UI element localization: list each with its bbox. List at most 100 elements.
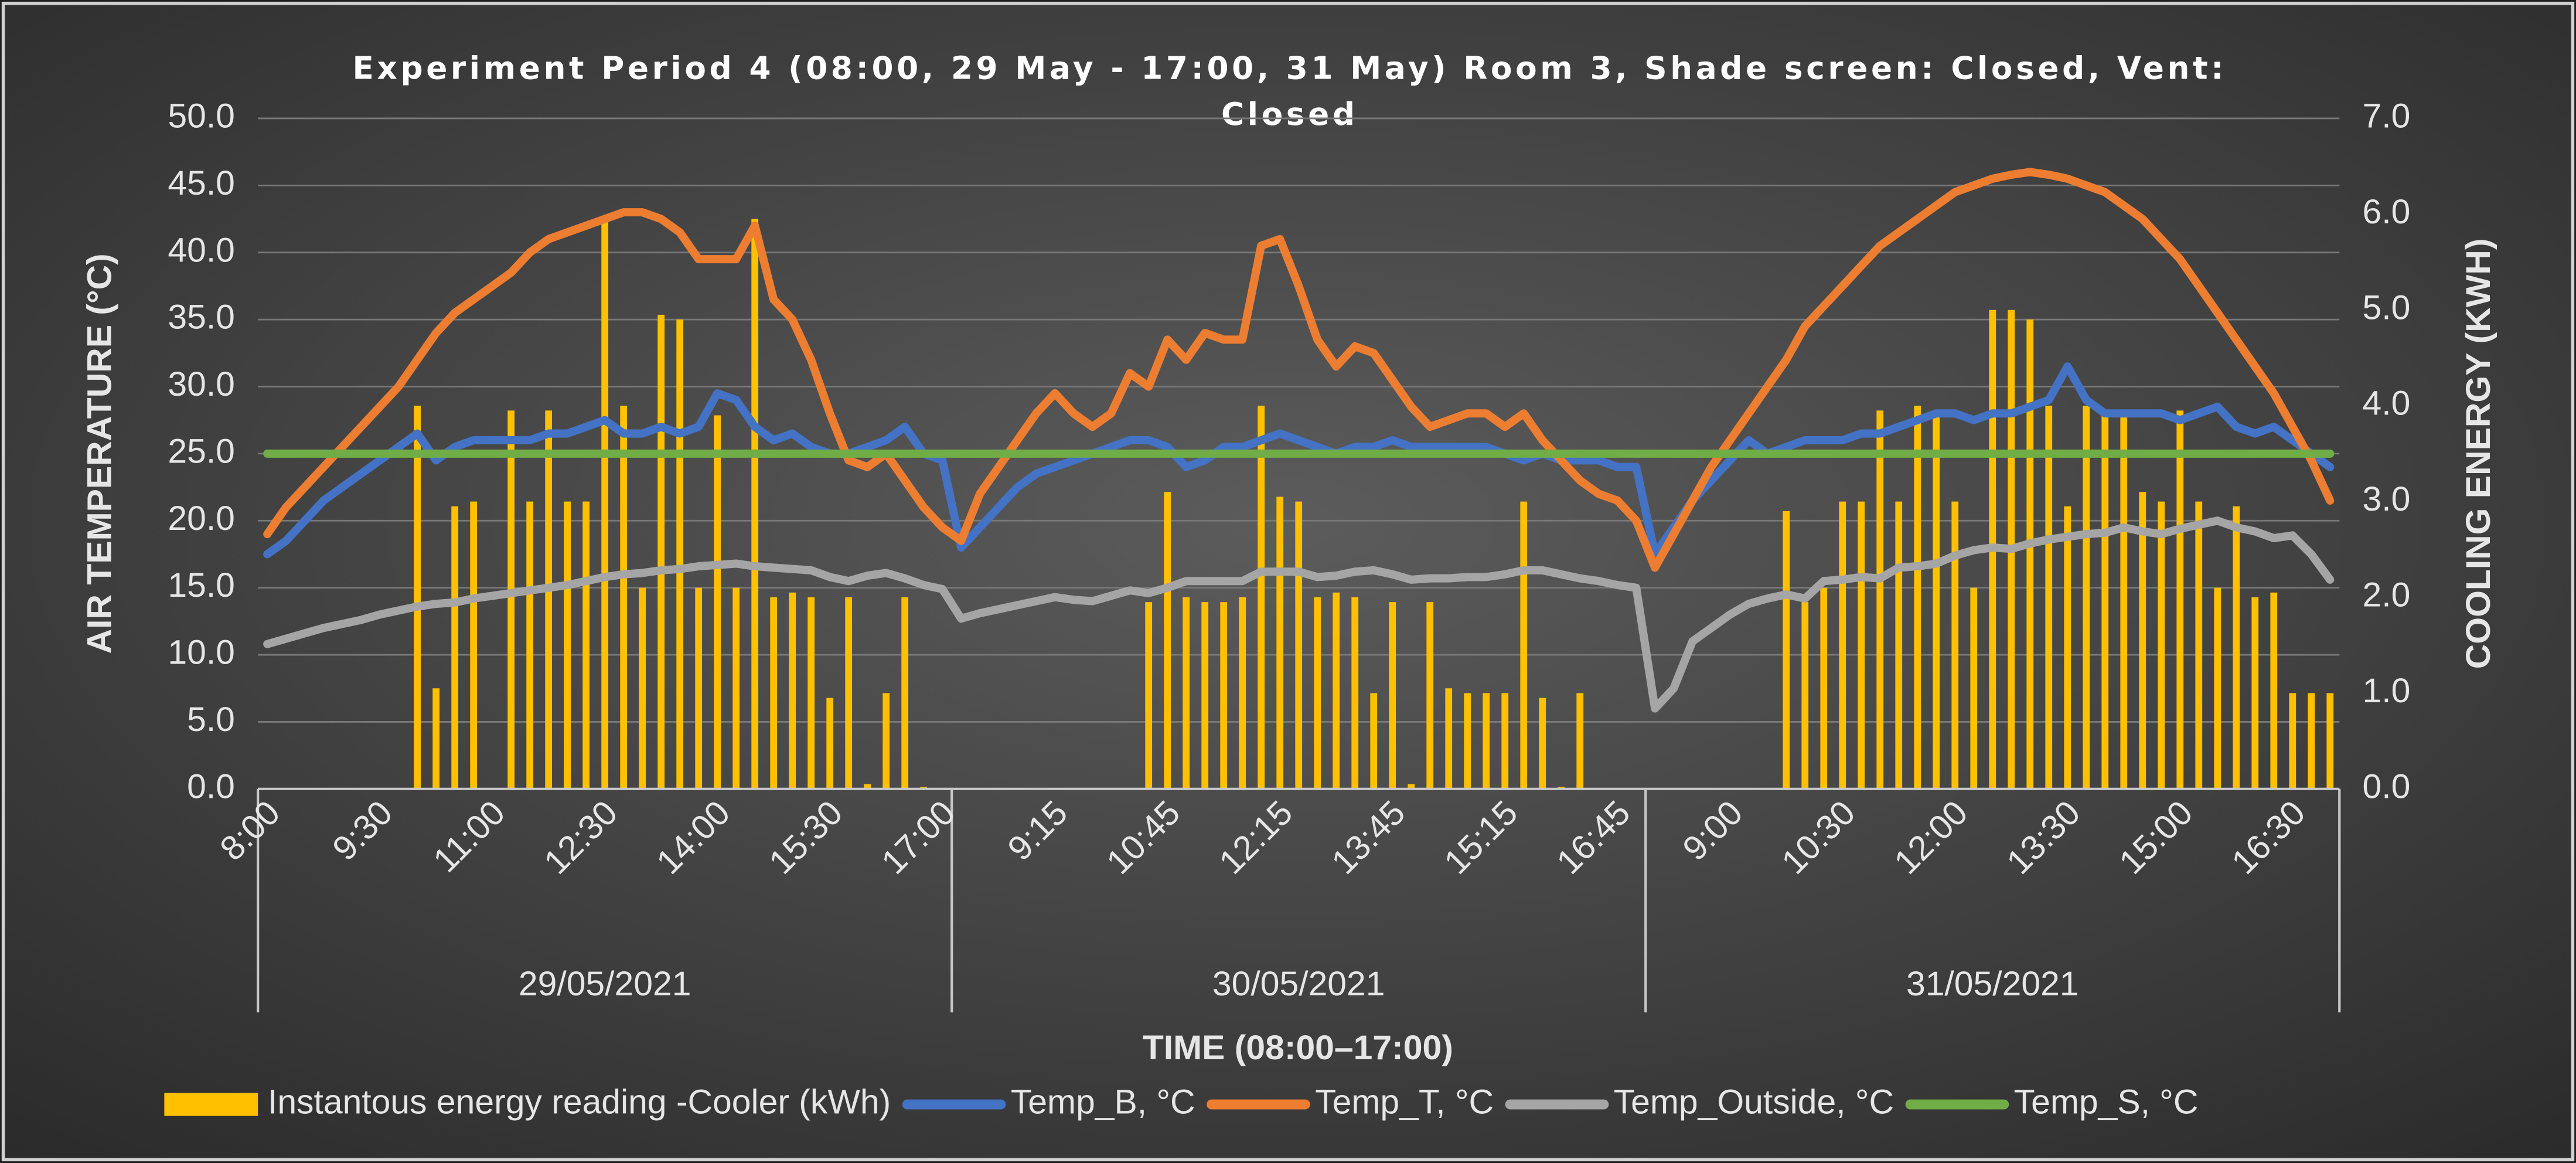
bar [2233,506,2240,789]
bar [1576,693,1584,789]
bar [1333,592,1340,789]
bar [901,597,909,789]
bar [882,693,890,789]
bar [1445,688,1453,789]
bar [1314,597,1321,789]
bar [545,410,553,789]
bar [1183,597,1190,789]
bar [770,597,778,789]
y-axis-title: AIR TEMPERATURE (°C) [80,253,118,654]
y-tick-label: 20.0 [168,499,235,538]
bar [2158,501,2165,789]
bar [432,688,440,789]
bar [2101,410,2109,789]
bar [1258,406,1265,789]
bar [1389,602,1396,789]
y2-tick-label: 1.0 [2363,672,2411,710]
bar [1783,511,1790,789]
y2-tick-label: 4.0 [2363,385,2411,423]
bar [826,698,834,789]
legend-label: Temp_B, °C [1011,1083,1195,1121]
bar [864,784,871,789]
bar [695,587,703,789]
y-tick-label: 40.0 [168,231,235,269]
bar [451,506,459,789]
bar [1501,693,1509,789]
bar [1351,597,1359,789]
bar [1295,501,1303,789]
line-series [263,362,2335,559]
bar [1876,410,1884,789]
bar [2270,592,2278,789]
bar [507,410,515,789]
bar [1933,410,1940,789]
bar [1426,602,1434,789]
bar [1839,501,1846,789]
bar [1464,693,1471,789]
bar [789,592,796,789]
bar [1951,501,1959,789]
y-tick-label: 30.0 [168,365,235,403]
y-tick-label: 0.0 [187,767,235,805]
bar [1858,501,1865,789]
bar [2026,319,2034,789]
bar [582,501,590,789]
bar [1914,406,1921,789]
y-tick-label: 50.0 [168,97,235,135]
y-tick-label: 45.0 [168,164,235,202]
bar [2083,406,2090,789]
y2-tick-label: 6.0 [2363,193,2411,231]
y-tick-label: 15.0 [168,566,235,604]
group-label: 30/05/2021 [1212,965,1385,1003]
bar [1970,587,1978,789]
bar [807,597,815,789]
y2-tick-label: 2.0 [2363,576,2411,614]
legend-label: Temp_Outside, °C [1614,1083,1894,1121]
bar [1820,587,1828,789]
bar [414,406,421,789]
bar [1483,693,1490,789]
bar [639,587,646,789]
legend-label: Instantous energy reading -Cooler (kWh) [268,1083,891,1121]
bar [1895,501,1903,789]
legend-swatch [164,1093,258,1116]
y2-tick-label: 7.0 [2363,97,2411,135]
bar [1239,597,1246,789]
bar [845,597,853,789]
bar [2195,501,2203,789]
bar [470,501,478,789]
bar [620,406,628,789]
x-axis-title: TIME (08:00–17:00) [1143,1029,1453,1067]
legend-label: Temp_S, °C [2014,1083,2199,1121]
bar [657,314,665,789]
y-tick-label: 5.0 [187,700,235,739]
bar [2120,410,2128,789]
bar [2289,693,2296,789]
y-tick-label: 25.0 [168,432,235,470]
bar [751,219,759,789]
bar [1276,497,1284,789]
bar [2308,693,2315,789]
y2-tick-label: 0.0 [2363,767,2411,805]
bar [1520,501,1528,789]
group-label: 31/05/2021 [1906,965,2079,1003]
legend-label: Temp_T, °C [1315,1083,1494,1121]
bar [2176,410,2184,789]
bar [1370,693,1378,789]
y-tick-label: 10.0 [168,634,235,672]
bar [714,415,721,789]
line-series [263,516,2335,713]
bar [2139,492,2146,789]
bar [1145,602,1153,789]
bar [676,319,684,789]
y-tick-label: 35.0 [168,298,235,336]
bar [1164,492,1171,789]
bar [2064,506,2071,789]
bar [564,501,571,789]
y2-tick-label: 3.0 [2363,480,2411,518]
bar [601,219,609,789]
y2-tick-label: 5.0 [2363,288,2411,327]
bar [1801,602,1809,789]
y2-axis-title: COOLING ENERGY (KWH) [2459,239,2497,669]
